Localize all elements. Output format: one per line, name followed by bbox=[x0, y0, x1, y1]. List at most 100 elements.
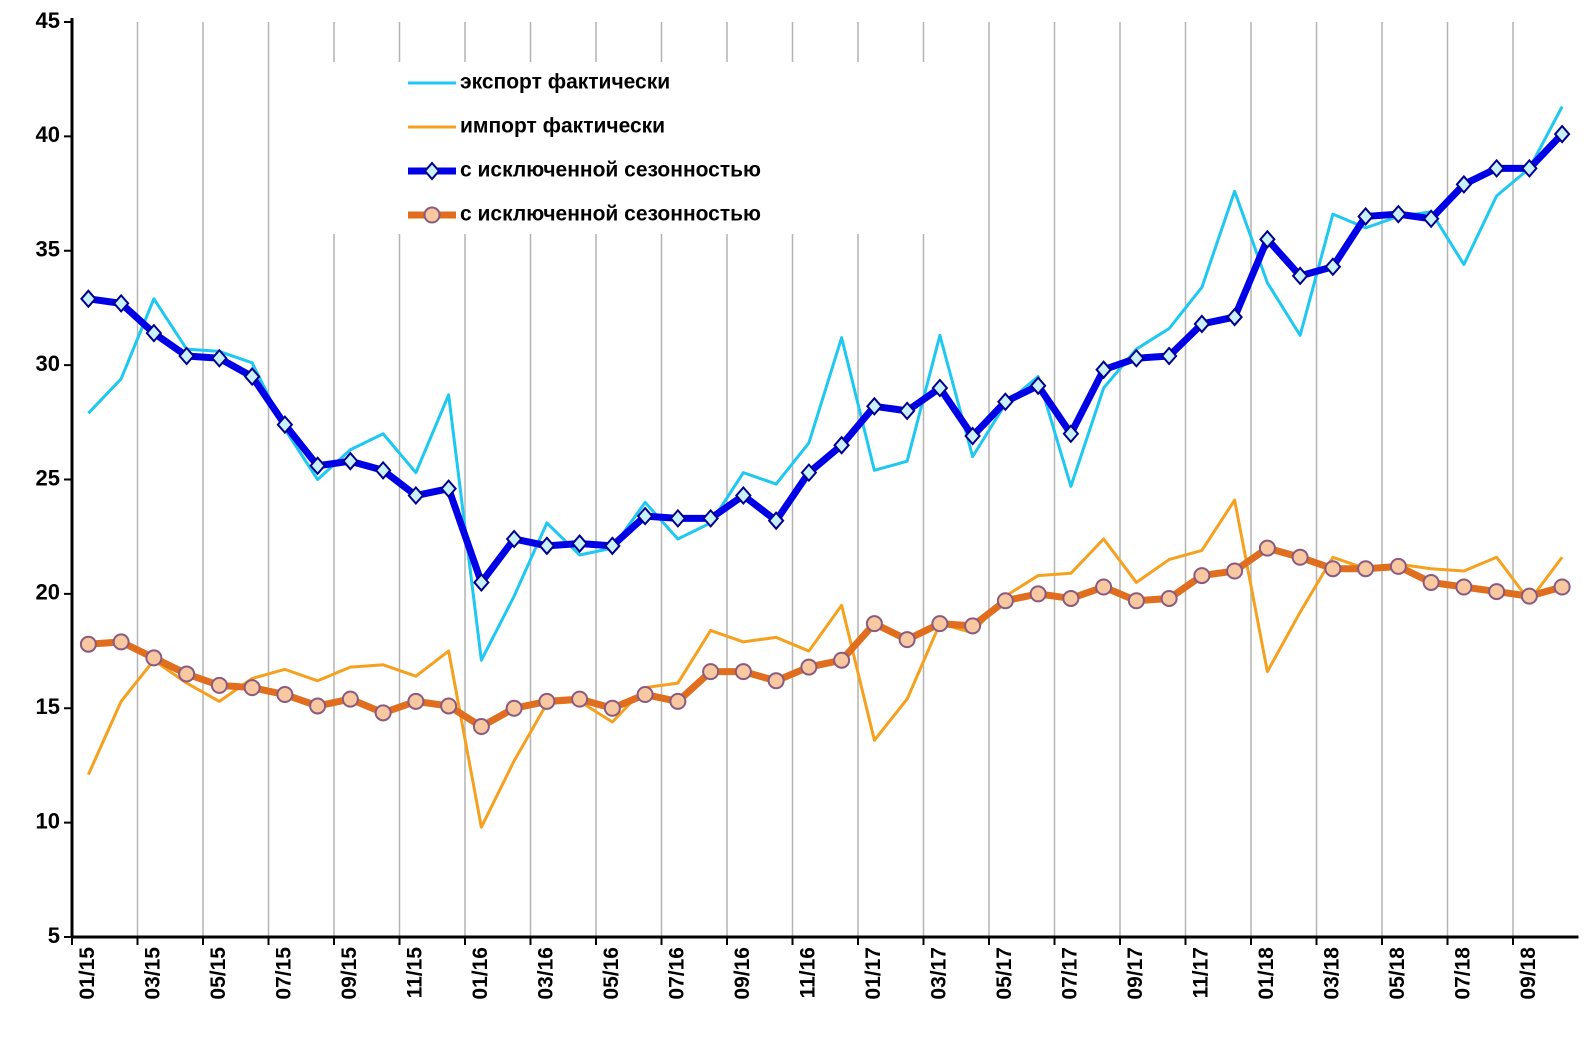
data-point bbox=[374, 460, 392, 480]
x-tick-label: 11/15 bbox=[403, 947, 426, 999]
data-point bbox=[1291, 266, 1309, 286]
data-point bbox=[374, 704, 392, 722]
data-point bbox=[1095, 578, 1113, 596]
data-point bbox=[440, 479, 457, 499]
data-point bbox=[178, 665, 196, 683]
data-point bbox=[603, 699, 621, 717]
data-point bbox=[931, 615, 949, 633]
y-tick-label: 35 bbox=[36, 237, 60, 262]
data-point bbox=[112, 633, 130, 651]
data-point bbox=[1521, 158, 1538, 178]
data-point bbox=[833, 435, 850, 455]
data-point bbox=[604, 536, 621, 556]
data-point bbox=[1357, 560, 1375, 578]
data-point bbox=[669, 692, 687, 710]
y-tick-label: 30 bbox=[36, 351, 60, 376]
data-point bbox=[341, 690, 359, 708]
x-tick-label: 05/18 bbox=[1386, 947, 1409, 1000]
x-tick-label: 09/17 bbox=[1124, 947, 1147, 1000]
data-point bbox=[571, 534, 588, 554]
x-tick-label: 11/17 bbox=[1189, 947, 1212, 998]
x-tick-label: 03/17 bbox=[927, 947, 950, 1000]
data-point bbox=[505, 699, 523, 717]
data-point bbox=[1062, 424, 1080, 444]
y-tick-label: 40 bbox=[36, 122, 60, 147]
data-point bbox=[473, 572, 490, 592]
legend-label: с исключенной сезонностью bbox=[460, 159, 761, 182]
data-point bbox=[1029, 376, 1047, 396]
y-tick-label: 45 bbox=[36, 8, 60, 33]
y-tick-label: 5 bbox=[48, 923, 60, 948]
data-point bbox=[1488, 583, 1506, 601]
x-tick-label: 07/16 bbox=[665, 947, 688, 1000]
data-point bbox=[571, 690, 589, 708]
data-point bbox=[1553, 124, 1571, 144]
data-point bbox=[342, 451, 359, 471]
data-point bbox=[472, 718, 490, 736]
legend-label: с исключенной сезонностью bbox=[460, 203, 761, 226]
data-point bbox=[767, 511, 785, 531]
data-point bbox=[1160, 589, 1178, 607]
data-point bbox=[211, 348, 228, 368]
data-point bbox=[1422, 573, 1440, 591]
data-point bbox=[1389, 557, 1407, 575]
x-tick-label: 05/17 bbox=[993, 947, 1016, 1000]
data-point bbox=[1520, 587, 1538, 605]
y-tick-label: 20 bbox=[36, 580, 60, 605]
data-point bbox=[538, 536, 556, 556]
x-tick-label: 07/15 bbox=[272, 947, 295, 1000]
data-point bbox=[898, 401, 916, 421]
x-tick-label: 05/15 bbox=[207, 947, 230, 1000]
data-point bbox=[735, 485, 752, 506]
series-line bbox=[87, 131, 1565, 586]
data-point bbox=[1226, 307, 1243, 327]
data-point bbox=[276, 686, 294, 704]
x-tick-label: 09/16 bbox=[731, 947, 754, 1000]
data-point bbox=[1455, 174, 1473, 194]
data-point bbox=[1455, 578, 1473, 596]
x-tick-label: 01/18 bbox=[1255, 947, 1278, 1000]
x-tick-label: 01/15 bbox=[76, 947, 99, 1000]
data-point bbox=[1160, 346, 1178, 366]
data-point bbox=[1259, 229, 1276, 249]
data-point bbox=[1390, 204, 1407, 224]
data-point bbox=[1029, 585, 1047, 603]
legend-marker bbox=[423, 161, 441, 181]
x-tick-label: 01/17 bbox=[862, 947, 885, 1000]
data-point bbox=[276, 415, 294, 435]
data-point bbox=[309, 697, 327, 715]
x-tick-label: 07/17 bbox=[1058, 947, 1081, 1000]
data-point bbox=[145, 323, 163, 343]
data-point bbox=[702, 508, 719, 528]
x-tick-label: 05/16 bbox=[600, 947, 623, 1000]
data-point bbox=[407, 692, 425, 710]
data-point bbox=[178, 346, 195, 366]
y-tick-label: 15 bbox=[36, 694, 60, 719]
data-point bbox=[767, 672, 785, 690]
data-point bbox=[669, 508, 687, 528]
data-point bbox=[505, 529, 523, 549]
legend-label: импорт фактически bbox=[460, 115, 665, 138]
data-point bbox=[866, 396, 883, 416]
data-point bbox=[1291, 548, 1309, 566]
x-tick-label: 07/18 bbox=[1451, 947, 1474, 1000]
data-point bbox=[1324, 560, 1342, 578]
data-point bbox=[964, 617, 982, 635]
data-point bbox=[833, 651, 851, 669]
data-point bbox=[309, 456, 326, 476]
data-point bbox=[440, 697, 458, 715]
data-point bbox=[210, 676, 228, 694]
data-point bbox=[1226, 562, 1244, 580]
x-tick-label: 03/15 bbox=[141, 947, 164, 1000]
data-point bbox=[1127, 592, 1145, 610]
series-line bbox=[88, 544, 1564, 731]
data-point bbox=[734, 663, 752, 681]
x-tick-label: 11/16 bbox=[796, 947, 819, 998]
data-point bbox=[997, 392, 1014, 412]
legend-label: экспорт фактически bbox=[460, 71, 670, 94]
data-point bbox=[865, 615, 883, 633]
data-point bbox=[1193, 314, 1211, 334]
data-point bbox=[702, 663, 720, 681]
y-tick-label: 25 bbox=[36, 465, 60, 490]
